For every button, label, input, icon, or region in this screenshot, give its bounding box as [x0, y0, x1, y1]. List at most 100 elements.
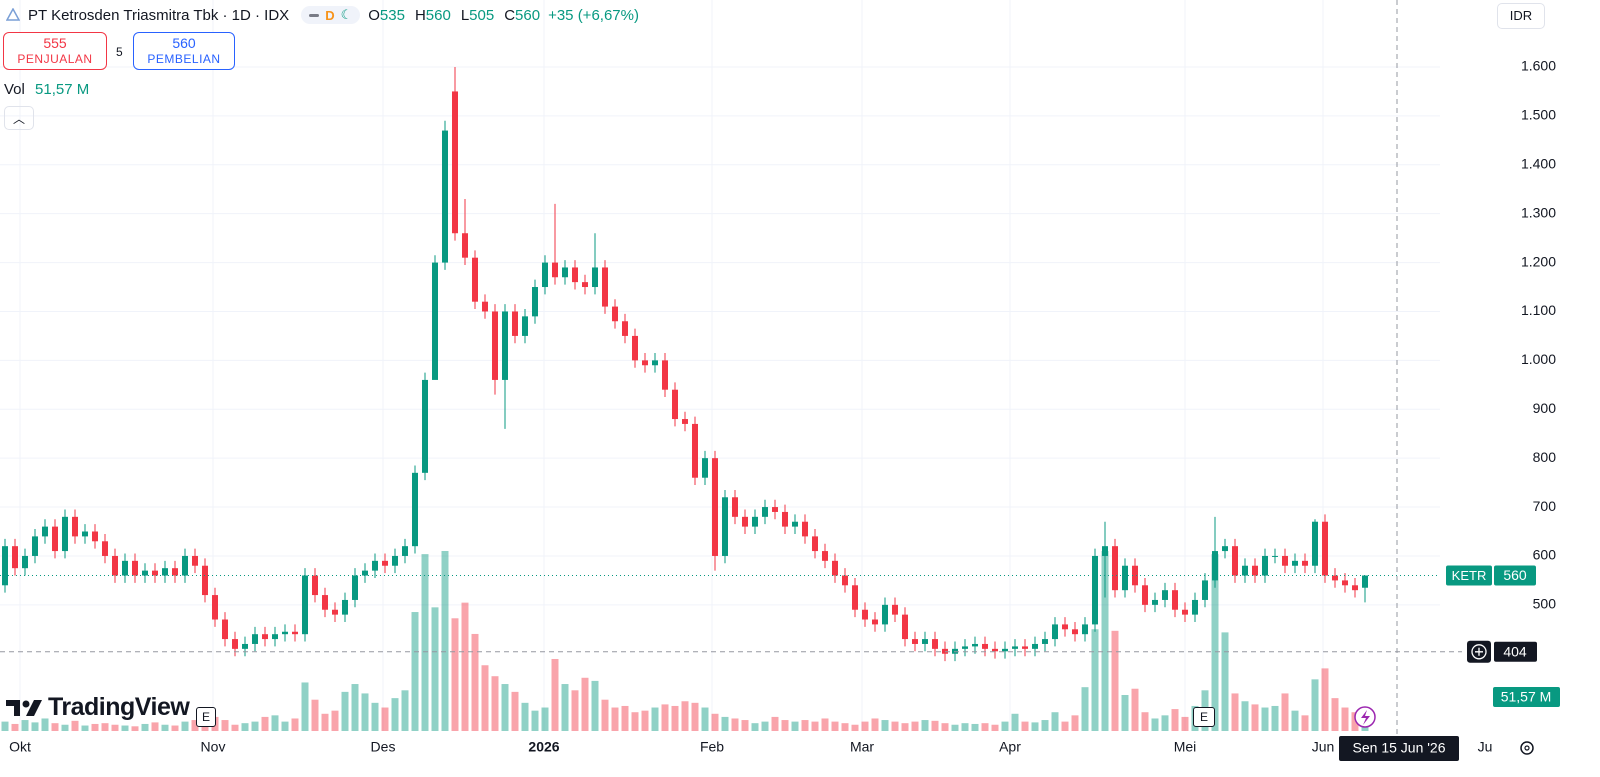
- volume-bar: [811, 721, 819, 731]
- candle-body: [1212, 551, 1218, 581]
- volume-bar: [111, 724, 119, 731]
- x-tick-label: Nov: [201, 739, 226, 755]
- candle-body: [652, 360, 658, 366]
- candle-body: [1352, 585, 1358, 591]
- candle-body: [562, 267, 568, 278]
- y-tick-label: 1.600: [1521, 58, 1556, 74]
- event-marker[interactable]: E: [196, 707, 216, 727]
- candle-body: [782, 511, 788, 527]
- candles: [2, 66, 1368, 662]
- volume-bar: [151, 722, 159, 731]
- candle-body: [312, 575, 318, 596]
- candle-body: [572, 267, 578, 283]
- candle-body: [382, 560, 388, 566]
- candle-body: [1302, 560, 1308, 566]
- candle-body: [362, 570, 368, 576]
- symbol-title: PT Ketrosden Triasmitra Tbk · 1D · IDX: [28, 6, 290, 24]
- y-tick-label: 1.500: [1521, 107, 1556, 123]
- candle-body: [52, 526, 58, 552]
- buy-button[interactable]: 560 PEMBELIAN: [133, 32, 235, 70]
- volume-bar: [1261, 707, 1269, 731]
- volume-bar: [441, 550, 449, 731]
- volume-bar: [1221, 632, 1229, 731]
- symbol-tag: KETR: [1452, 568, 1487, 583]
- volume-bar: [261, 716, 269, 731]
- candle-body: [1272, 555, 1278, 557]
- y-tick-label: 1.100: [1521, 302, 1556, 318]
- event-marker[interactable]: E: [1193, 707, 1215, 727]
- ohlc-value: 535: [379, 6, 405, 24]
- volume-bar: [721, 716, 729, 731]
- candle-body: [1252, 565, 1258, 576]
- x-tick-label: Okt: [9, 739, 31, 755]
- volume-bar: [781, 720, 789, 731]
- status-pill[interactable]: D ☾: [301, 6, 361, 24]
- volume-bar: [21, 720, 29, 731]
- last-price-bg: [1494, 565, 1536, 586]
- volume-bar: [381, 707, 389, 731]
- candle-body: [1012, 646, 1018, 649]
- candle-body: [512, 311, 518, 336]
- volume-bar: [171, 725, 179, 731]
- candle-body: [292, 631, 298, 635]
- candle-body: [1112, 546, 1118, 591]
- candle-body: [502, 311, 508, 380]
- volume-bar: [1291, 710, 1299, 731]
- candle-body: [222, 619, 228, 640]
- candle-body: [992, 648, 998, 652]
- volume-bar: [1101, 550, 1109, 731]
- volume-bar: [1311, 679, 1319, 731]
- volume-bar: [751, 723, 759, 731]
- volume-value-label: 51,57 M: [1501, 689, 1552, 705]
- candle-body: [302, 575, 308, 635]
- volume-bar: [191, 720, 199, 731]
- status-dash: [309, 13, 320, 17]
- volume-bar: [1171, 709, 1179, 731]
- volume-bar: [661, 704, 669, 731]
- status-badge: D: [325, 7, 335, 23]
- candle-body: [972, 643, 978, 647]
- x-tick-label: Apr: [999, 739, 1021, 755]
- volume-bar: [1, 721, 9, 731]
- candle-body: [1022, 646, 1028, 649]
- candle-body: [602, 267, 608, 307]
- volume-bar: [1021, 721, 1029, 731]
- candle-body: [1292, 560, 1298, 566]
- candle-body: [692, 423, 698, 478]
- volume-bar: [81, 725, 89, 731]
- ohlc-c: C560: [504, 7, 540, 24]
- sell-button[interactable]: 555 PENJUALAN: [3, 32, 107, 70]
- ohlc-value: 560: [425, 6, 451, 24]
- candle-body: [922, 639, 928, 644]
- candle-body: [772, 507, 778, 512]
- volume-bar: [601, 699, 609, 731]
- candle-body: [1242, 565, 1248, 576]
- candle-body: [802, 521, 808, 537]
- volume-bar: [561, 684, 569, 731]
- candle-body: [232, 639, 238, 649]
- x-tick-label: Ju: [1478, 739, 1493, 755]
- volume-bar: [521, 702, 529, 731]
- status-moon: ☾: [340, 7, 353, 22]
- candle-body: [82, 531, 88, 537]
- candle-body: [32, 536, 38, 556]
- spread: 5: [116, 45, 123, 59]
- x-tick-label: Feb: [700, 739, 724, 755]
- candle-body: [12, 546, 18, 569]
- volume-bar: [401, 690, 409, 731]
- crosshair-price-bg: [1494, 641, 1537, 662]
- candle-body: [282, 631, 288, 635]
- volume-bar: [1321, 668, 1329, 731]
- volume-bar: [1141, 712, 1149, 731]
- candle-body: [792, 521, 798, 527]
- currency-button[interactable]: IDR: [1497, 3, 1545, 29]
- candle-body: [712, 458, 718, 556]
- candle-body: [272, 634, 278, 640]
- ohlc-label: L: [460, 6, 470, 24]
- volume-bar: [511, 691, 519, 731]
- volume-bar: [761, 721, 769, 731]
- brand-logo: TradingView: [6, 693, 190, 722]
- collapse-button[interactable]: ︿: [4, 106, 34, 130]
- candle-body: [592, 267, 598, 288]
